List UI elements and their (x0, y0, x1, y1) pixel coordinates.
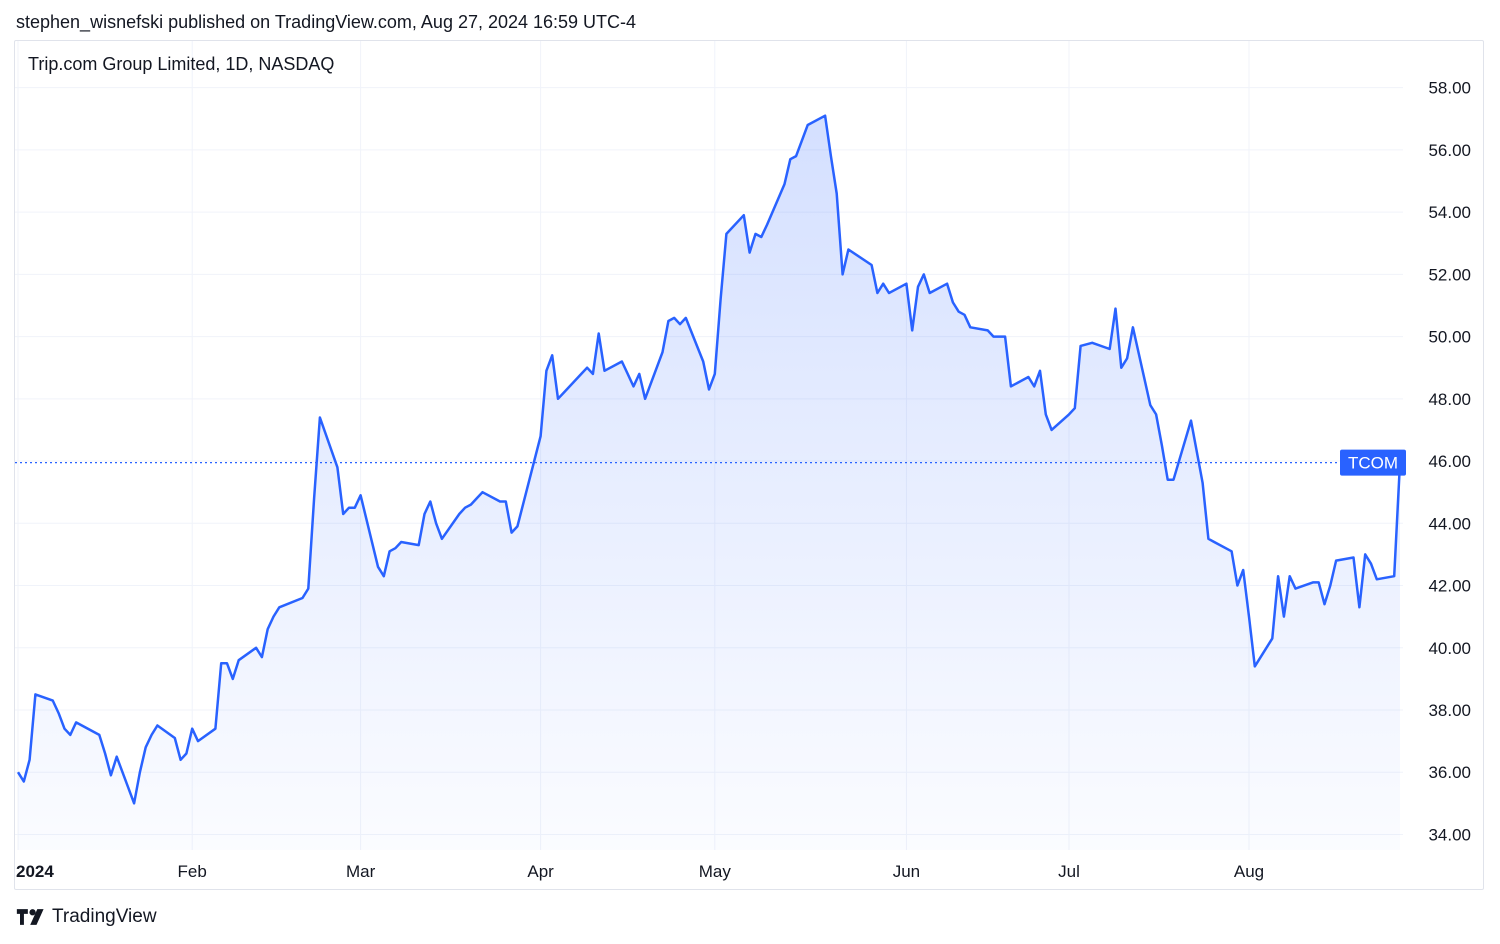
x-tick-label: Feb (178, 862, 207, 881)
y-tick-label: 42.00 (1428, 577, 1471, 596)
chart-pane[interactable] (14, 40, 1484, 890)
x-tick-label: May (699, 862, 732, 881)
y-tick-label: 46.00 (1428, 452, 1471, 471)
y-tick-label: 48.00 (1428, 390, 1471, 409)
y-tick-label: 56.00 (1428, 141, 1471, 160)
y-tick-label: 40.00 (1428, 639, 1471, 658)
x-tick-label: Aug (1234, 862, 1264, 881)
y-tick-label: 34.00 (1428, 825, 1471, 844)
price-area-fill (18, 115, 1400, 850)
x-tick-label: 2024 (16, 862, 54, 881)
published-by-line: stephen_wisnefski published on TradingVi… (16, 12, 637, 32)
y-tick-label: 52.00 (1428, 265, 1471, 284)
y-tick-label: 36.00 (1428, 763, 1471, 782)
x-tick-label: Jun (893, 862, 920, 881)
symbol-title: Trip.com Group Limited, 1D, NASDAQ (28, 54, 335, 74)
x-tick-label: Jul (1058, 862, 1080, 881)
y-tick-label: 50.00 (1428, 328, 1471, 347)
tradingview-logo-icon (16, 909, 44, 925)
price-line[interactable] (16, 114, 1402, 805)
y-tick-label: 58.00 (1428, 79, 1471, 98)
ticker-badge[interactable] (1340, 449, 1406, 476)
x-tick-label: Mar (346, 862, 376, 881)
tradingview-brand[interactable]: TradingView (16, 906, 157, 928)
y-tick-label: 54.00 (1428, 203, 1471, 222)
ticker-badge-label: TCOM (1348, 454, 1398, 473)
brand-name: TradingView (52, 906, 157, 927)
x-tick-label: Apr (527, 862, 554, 881)
y-tick-label: 44.00 (1428, 514, 1471, 533)
y-tick-label: 38.00 (1428, 701, 1471, 720)
